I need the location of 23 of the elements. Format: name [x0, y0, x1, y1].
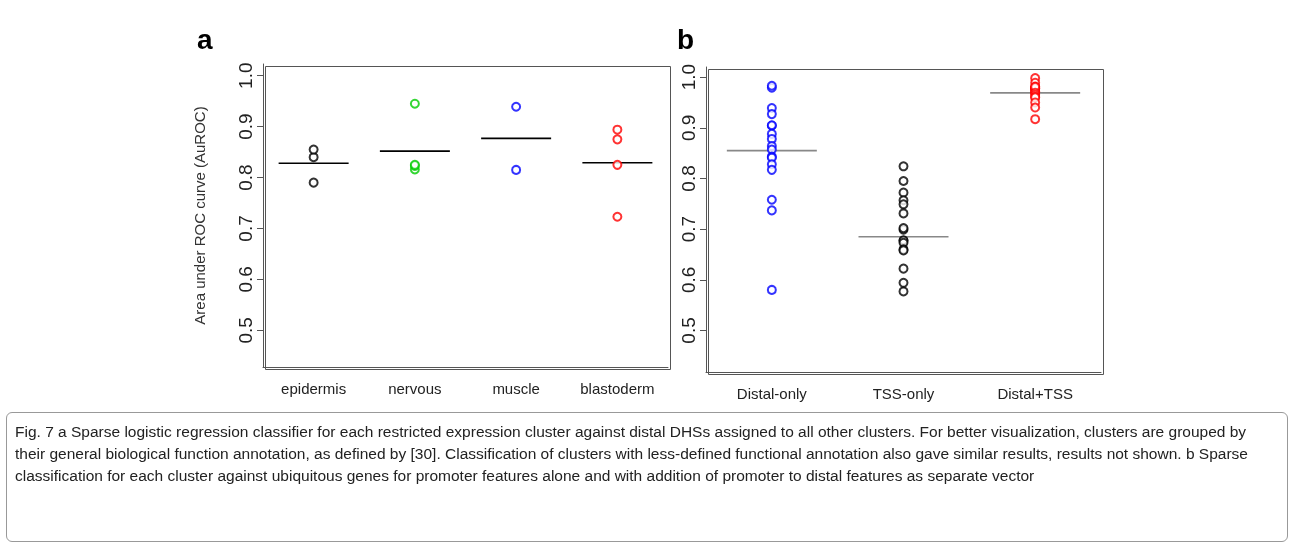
y-tick-label: 0.9: [235, 113, 256, 140]
y-axis-title: Area under ROC curve (AuROC): [191, 106, 208, 325]
y-tick-label: 1.0: [235, 62, 256, 89]
x-tick-label: Distal+TSS: [997, 385, 1073, 402]
y-tick-label: 0.7: [235, 215, 256, 242]
x-tick-label: epidermis: [281, 380, 347, 397]
y-tick-label: 0.5: [235, 317, 256, 344]
y-tick-label: 0.6: [678, 266, 699, 293]
x-tick-label: nervous: [388, 380, 442, 397]
chart-title: b: [677, 23, 695, 55]
y-tick-label: 1.0: [678, 63, 699, 91]
y-tick-label: 0.5: [678, 317, 699, 344]
y-tick-label: 0.7: [678, 215, 699, 243]
x-tick-label: blastoderm: [580, 380, 655, 397]
x-tick-label: muscle: [492, 380, 540, 397]
chart-title: a: [197, 23, 213, 55]
caption: Fig. 7 a Sparse logistic regression classifier for each restricted expression cluster against distal DHSs assigned to all other clusters. For better visualization, clusters are grouped by their general biological function annotation, as defined by [30]. Classification of clusters with less-defined functional annotation also gave similar results, results not shown. b Sparse classification for each cluster against ubiquitous genes for promoter features alone and with addition of promoter to distal features as separate vector: [15, 422, 1249, 486]
y-tick-label: 0.9: [678, 114, 699, 142]
y-tick-label: 0.8: [235, 164, 256, 191]
x-tick-label: TSS-only: [872, 385, 935, 402]
x-tick-label: Distal-only: [736, 385, 808, 402]
y-tick-label: 0.6: [235, 266, 256, 293]
y-tick-label: 0.8: [678, 165, 699, 192]
